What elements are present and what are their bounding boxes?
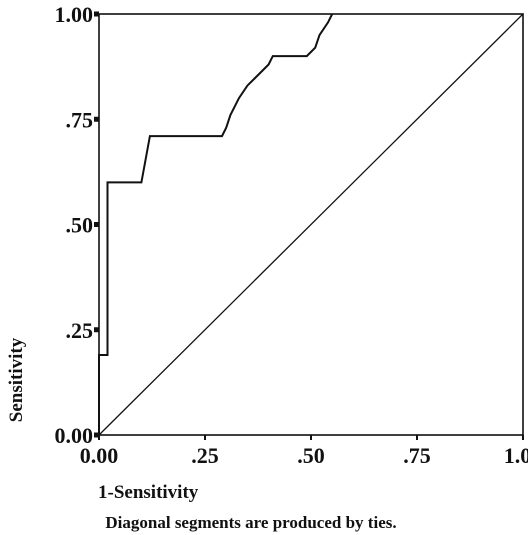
series-layer <box>98 13 524 436</box>
x-tick-label: .50 <box>297 443 325 468</box>
y-axis-ticks: 0.00 .25 .50 .75 1.00 <box>55 2 99 448</box>
y-axis-title: Sensitivity <box>6 337 27 422</box>
y-tick-label: .25 <box>66 318 94 343</box>
y-tick-label: .75 <box>66 107 94 132</box>
y-tick-mark <box>94 222 99 227</box>
x-tick-label: .75 <box>403 443 431 468</box>
y-tick-mark <box>94 11 99 17</box>
x-tick-label: .25 <box>191 443 219 468</box>
y-tick-label: 1.00 <box>55 2 94 27</box>
y-tick-label: .50 <box>66 213 94 238</box>
y-tick-mark <box>94 432 99 438</box>
y-tick-mark <box>94 116 99 122</box>
x-tick-label: 1.00 <box>504 443 528 468</box>
reference-line-line <box>98 13 524 436</box>
x-axis-ticks: 0.00 .25 .50 .75 1.00 <box>80 435 528 468</box>
x-axis-title: 1-Sensitivity <box>98 482 199 503</box>
footnote: Diagonal segments are produced by ties. <box>105 513 396 532</box>
y-tick-label: 0.00 <box>55 423 94 448</box>
roc-curve-line <box>98 13 334 435</box>
y-tick-mark <box>94 327 99 333</box>
x-tick-label: 0.00 <box>80 443 119 468</box>
